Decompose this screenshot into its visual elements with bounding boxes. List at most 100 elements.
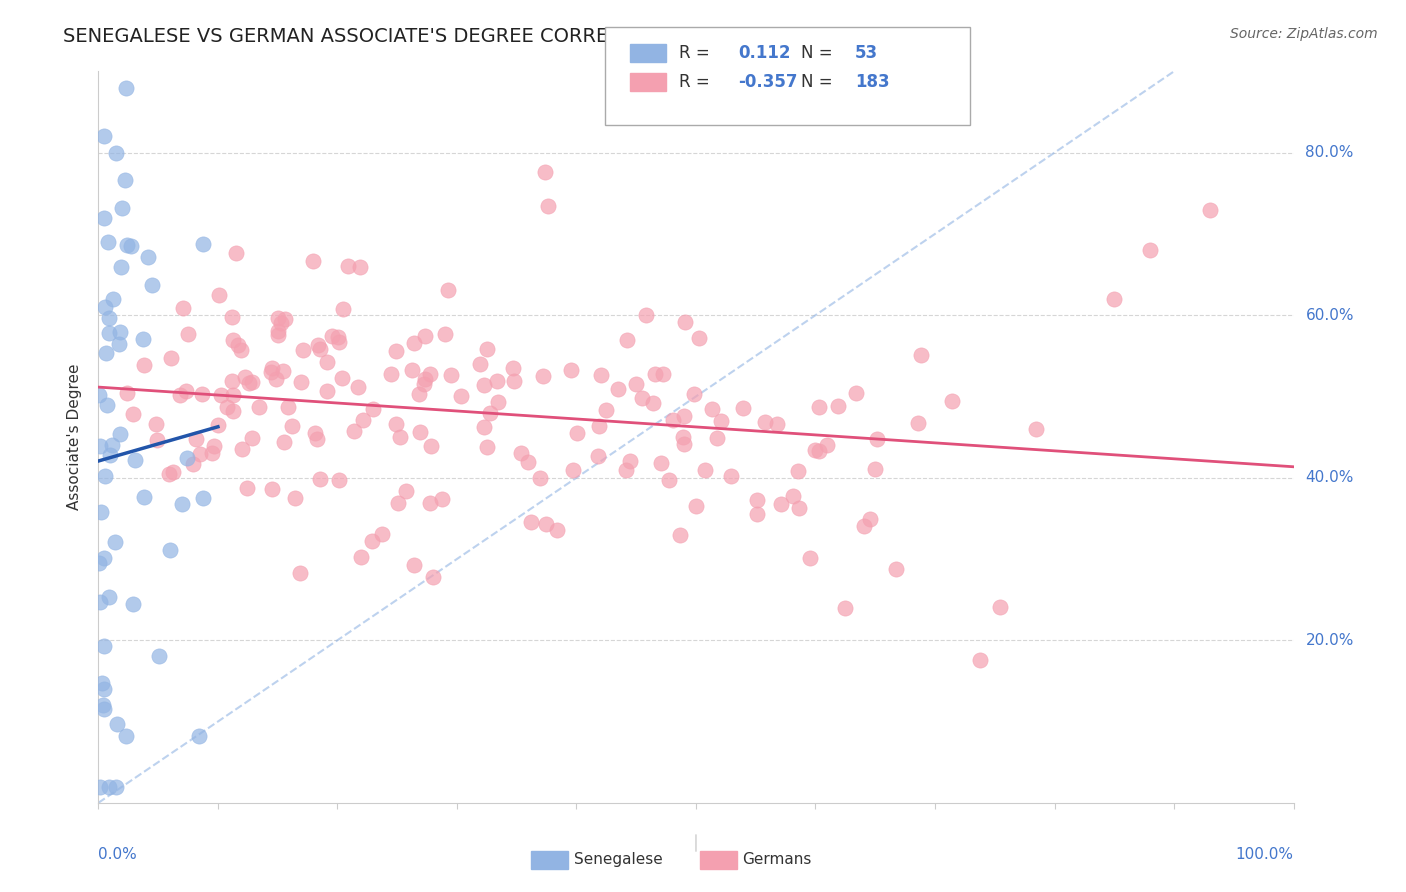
- Point: [380, 367, 402, 381]
- Point: [93, 702, 115, 716]
- Text: Germans: Germans: [742, 853, 811, 867]
- Point: [616, 333, 638, 347]
- Point: [630, 391, 652, 405]
- Point: [412, 377, 434, 392]
- Point: [565, 425, 588, 440]
- Point: [98, 780, 121, 794]
- Text: 80.0%: 80.0%: [1306, 145, 1354, 161]
- Point: [419, 367, 441, 381]
- Point: [472, 378, 495, 392]
- Point: [845, 386, 868, 401]
- Point: [247, 400, 270, 414]
- Point: [93, 129, 115, 144]
- Point: [641, 396, 664, 410]
- Point: [347, 380, 370, 394]
- Point: [808, 400, 831, 414]
- Point: [588, 419, 610, 434]
- Point: [94, 300, 117, 314]
- Point: [371, 526, 394, 541]
- Point: [89, 556, 111, 570]
- Point: [1199, 202, 1222, 217]
- Point: [754, 416, 776, 430]
- Point: [222, 334, 245, 348]
- Point: [115, 729, 138, 743]
- Point: [281, 418, 304, 433]
- Point: [710, 414, 733, 428]
- Point: [673, 409, 696, 424]
- Point: [89, 439, 111, 453]
- Point: [799, 551, 821, 566]
- Point: [157, 467, 180, 481]
- Point: [595, 402, 617, 417]
- Point: [222, 388, 245, 402]
- Point: [408, 386, 430, 401]
- Point: [267, 328, 290, 343]
- Point: [134, 490, 156, 504]
- Point: [105, 716, 128, 731]
- Point: [343, 424, 366, 438]
- Point: [387, 496, 409, 510]
- Point: [169, 388, 191, 402]
- Text: 183: 183: [855, 73, 890, 91]
- Point: [388, 430, 411, 444]
- Point: [361, 402, 384, 417]
- Point: [89, 780, 111, 794]
- Point: [208, 288, 231, 302]
- Point: [160, 351, 183, 365]
- Point: [650, 456, 672, 470]
- Point: [475, 343, 498, 357]
- Point: [304, 426, 326, 441]
- Point: [96, 398, 118, 412]
- Point: [115, 238, 138, 252]
- Point: [260, 482, 283, 496]
- Point: [328, 473, 350, 487]
- Point: [93, 211, 115, 225]
- Point: [221, 404, 243, 418]
- Point: [560, 362, 582, 376]
- Point: [91, 698, 114, 713]
- Point: [503, 374, 526, 388]
- Point: [176, 451, 198, 466]
- Point: [385, 344, 408, 359]
- Point: [132, 358, 155, 372]
- Point: [352, 413, 374, 427]
- Point: [145, 417, 167, 431]
- Point: [97, 326, 120, 341]
- Point: [236, 481, 259, 495]
- Point: [110, 260, 132, 275]
- Point: [115, 386, 138, 401]
- Point: [546, 524, 568, 538]
- Point: [221, 310, 243, 325]
- Point: [115, 80, 138, 95]
- Point: [910, 348, 932, 362]
- Point: [693, 463, 716, 477]
- Point: [264, 372, 287, 386]
- Point: [787, 501, 810, 516]
- Point: [238, 376, 260, 391]
- Point: [884, 562, 907, 576]
- Point: [132, 332, 155, 346]
- Point: [221, 374, 243, 388]
- Point: [174, 384, 197, 399]
- Point: [745, 493, 768, 508]
- Point: [360, 534, 382, 549]
- Point: [225, 245, 247, 260]
- Point: [472, 420, 495, 434]
- Point: [520, 515, 543, 529]
- Point: [644, 367, 666, 381]
- Point: [685, 499, 707, 513]
- Point: [321, 329, 343, 343]
- Point: [1025, 422, 1047, 436]
- Point: [834, 600, 856, 615]
- Point: [302, 254, 325, 268]
- Point: [673, 315, 696, 329]
- Point: [619, 454, 641, 468]
- Text: SENEGALESE VS GERMAN ASSOCIATE'S DEGREE CORRELATION CHART: SENEGALESE VS GERMAN ASSOCIATE'S DEGREE …: [63, 27, 751, 45]
- Point: [337, 259, 360, 273]
- Point: [97, 235, 120, 249]
- Point: [529, 471, 551, 485]
- Point: [90, 505, 112, 519]
- Y-axis label: Associate's Degree: Associate's Degree: [67, 364, 83, 510]
- Point: [93, 639, 115, 653]
- Point: [111, 202, 134, 216]
